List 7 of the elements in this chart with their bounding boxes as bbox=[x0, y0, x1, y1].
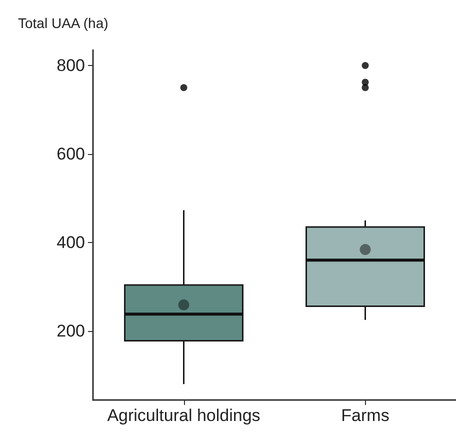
y-tick-label: 200 bbox=[56, 321, 85, 340]
x-tick-label: Farms bbox=[341, 406, 390, 425]
y-tick-label: 400 bbox=[56, 232, 85, 252]
y-tick-label: 600 bbox=[56, 144, 85, 164]
y-axis-title: Total UAA (ha) bbox=[18, 15, 108, 31]
x-tick-label: Agricultural holdings bbox=[107, 406, 260, 425]
y-tick-label: 800 bbox=[56, 56, 85, 75]
